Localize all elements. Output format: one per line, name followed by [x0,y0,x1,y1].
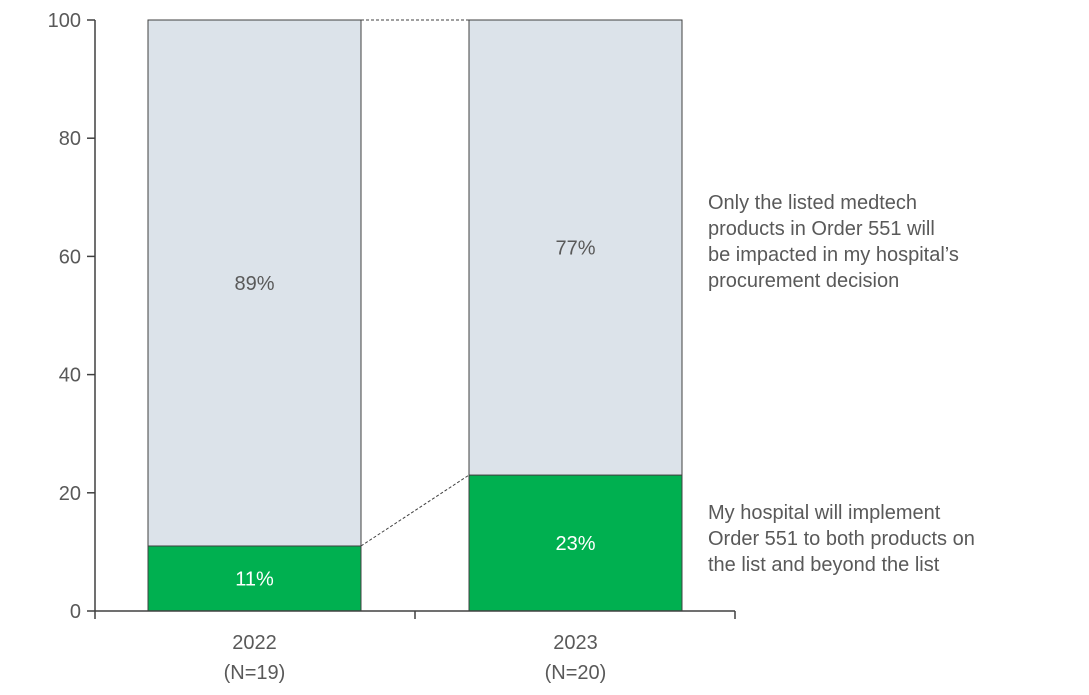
y-tick-label: 60 [59,246,81,268]
legend-top-line: products in Order 551 will [708,218,935,240]
connector-line [360,474,470,547]
legend-bottom-line: the list and beyond the list [708,554,940,576]
legend-top-line: Only the listed medtech [708,192,917,214]
x-tick-label: 2023 [553,632,598,654]
legend-top-line: procurement decision [708,270,900,292]
data-label: 77% [555,238,595,260]
data-label: 11% [235,568,274,590]
bar-segment [147,19,362,547]
y-tick-label: 40 [59,365,81,387]
bar-segment [468,19,683,476]
x-tick-label: 2022 [232,632,277,654]
data-label: 89% [234,273,274,295]
y-tick-label: 80 [59,128,81,150]
y-tick-label: 100 [48,10,81,32]
x-tick-sublabel: (N=20) [545,662,607,684]
y-tick-label: 0 [70,601,81,623]
legend-bottom-line: My hospital will implement [708,502,941,524]
legend-top-line: be impacted in my hospital’s [708,244,959,266]
legend-bottom-series: My hospital will implement Order 551 to … [708,500,1078,578]
legend-top-series: Only the listed medtech products in Orde… [708,190,1078,294]
x-tick-sublabel: (N=19) [224,662,286,684]
y-tick-label: 20 [59,483,81,505]
legend-bottom-line: Order 551 to both products on [708,528,975,550]
data-label: 23% [555,533,595,555]
bar-segment [147,545,362,612]
